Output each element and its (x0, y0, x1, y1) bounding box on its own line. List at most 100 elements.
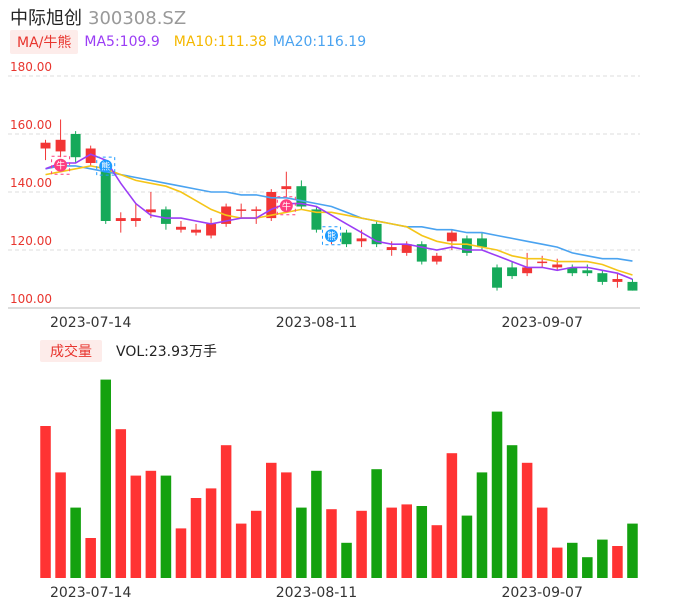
bull-marker-frame (51, 155, 71, 175)
indicator-selector[interactable]: MA/牛熊 (10, 30, 79, 54)
candle-body (191, 229, 201, 233)
bull-marker-label: 牛 (282, 200, 291, 212)
candle-body (40, 142, 51, 149)
candle-body (115, 218, 126, 221)
volume-bar (461, 515, 473, 578)
volume-x-tick-label: 2023-08-11 (276, 585, 357, 601)
volume-bar (551, 547, 563, 578)
candle-body (612, 279, 623, 282)
volume-bar (40, 426, 51, 578)
volume-bar (431, 525, 443, 578)
y-tick-label: 120.00 (10, 234, 52, 248)
candle-body (492, 267, 502, 288)
candle-body (70, 134, 81, 158)
ma10-label: MA10:111.38 (173, 34, 267, 50)
x-tick-label: 2023-09-07 (501, 315, 582, 331)
y-tick-label: 160.00 (10, 118, 52, 132)
candle-body (537, 261, 548, 264)
candle-body (100, 163, 111, 221)
volume-bar (175, 528, 187, 578)
candle-body (386, 247, 397, 250)
y-tick-label: 140.00 (10, 176, 52, 190)
candle-body (371, 223, 382, 245)
volume-bar (627, 523, 638, 578)
volume-value-label: VOL:23.93万手 (116, 344, 217, 360)
volume-x-tick-label: 2023-07-14 (50, 585, 131, 601)
candle-body (311, 209, 322, 230)
volume-legend: 成交量 VOL:23.93万手 (40, 340, 217, 362)
candle-body (55, 139, 66, 152)
candle-body (130, 218, 141, 221)
ma5-line (45, 153, 633, 281)
candle-body (341, 232, 352, 245)
bear-marker-frame (321, 226, 341, 246)
volume-bar (341, 542, 352, 578)
volume-bar (190, 498, 202, 578)
volume-bar (100, 379, 111, 578)
candle-body (145, 209, 156, 213)
volume-bar (160, 475, 172, 578)
volume-bar (70, 507, 81, 578)
volume-bar (582, 557, 593, 578)
y-tick-label: 180.00 (10, 60, 52, 74)
volume-bar (506, 445, 518, 578)
candle-body (522, 267, 533, 274)
x-tick-label: 2023-08-11 (276, 315, 357, 331)
candle-body (85, 148, 96, 163)
volume-indicator-selector[interactable]: 成交量 (40, 340, 102, 362)
candle-body (281, 186, 292, 190)
y-tick-label: 100.00 (10, 292, 52, 306)
volume-x-tick-label: 2023-09-07 (501, 585, 582, 601)
volume-bar (311, 470, 322, 578)
bear-marker (99, 159, 113, 173)
bull-marker-frame (276, 196, 296, 216)
volume-bar (386, 507, 397, 578)
bull-marker (279, 199, 293, 213)
stock-code: 300308.SZ (88, 8, 187, 29)
candle-body (416, 244, 427, 262)
bull-marker-label: 牛 (56, 160, 65, 172)
volume-bar (356, 510, 367, 578)
candle-body (356, 238, 367, 242)
volume-bar (536, 507, 548, 578)
volume-bar (115, 429, 127, 578)
candle-body (296, 186, 307, 207)
volume-bar (371, 469, 382, 578)
ma-legend: MA/牛熊 MA5:109.9 MA10:111.38 MA20:116.19 (10, 30, 366, 54)
volume-bar (416, 506, 428, 578)
x-tick-label: 2023-07-14 (50, 315, 131, 331)
candle-body (401, 244, 412, 253)
volume-bar (55, 472, 66, 578)
volume-bar (85, 538, 96, 578)
candle-body (477, 238, 487, 248)
volume-bar (145, 470, 157, 578)
volume-bar (612, 546, 623, 578)
volume-bar (476, 472, 488, 578)
bear-marker (324, 229, 338, 243)
candle-body (236, 209, 247, 211)
bear-marker-label: 熊 (327, 230, 336, 242)
ma20-line (45, 165, 633, 262)
ma10-line (45, 165, 633, 276)
candle-body (507, 267, 518, 277)
volume-bar (521, 462, 533, 578)
volume-bar (250, 510, 262, 578)
candle-body (176, 226, 186, 230)
candle-body (431, 255, 442, 262)
volume-bar (220, 445, 232, 578)
volume-bar (567, 542, 578, 578)
volume-bar (446, 453, 458, 578)
volume-bar (401, 504, 412, 578)
candle-body (251, 209, 262, 211)
volume-bar (326, 509, 337, 578)
ma5-label: MA5:109.9 (84, 34, 160, 50)
volume-bar (235, 523, 247, 578)
candle-body (552, 264, 563, 268)
volume-bar (130, 475, 142, 578)
volume-bar (205, 488, 217, 578)
candle-body (567, 267, 578, 274)
candle-body (160, 209, 171, 224)
bear-marker-frame (96, 156, 116, 176)
volume-bar (266, 462, 277, 578)
